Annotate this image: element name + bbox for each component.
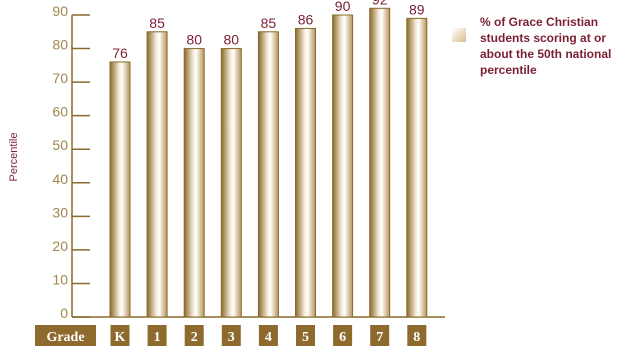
y-tick-label: 20	[52, 238, 68, 254]
bar	[220, 48, 242, 318]
bar	[406, 17, 428, 318]
x-tick-label: K	[115, 330, 126, 345]
data-label: 85	[149, 15, 165, 31]
x-tick-label: 8	[413, 330, 420, 345]
bar	[332, 14, 354, 318]
bar	[257, 31, 279, 318]
data-label: 80	[186, 32, 202, 48]
y-tick-label: 90	[52, 3, 68, 19]
x-tick-label: 3	[228, 330, 235, 345]
x-tick-label: 1	[154, 330, 161, 345]
category-box	[258, 325, 278, 346]
category-box	[184, 325, 204, 346]
y-tick-label: 80	[52, 37, 68, 53]
data-label: 86	[298, 11, 314, 27]
bar	[295, 27, 316, 318]
bar	[109, 61, 131, 318]
category-box	[296, 325, 315, 346]
x-tick-label: 5	[302, 330, 309, 345]
legend-text: % of Grace Christian students scoring at…	[480, 15, 612, 77]
data-label: 92	[372, 0, 388, 7]
bar	[146, 31, 168, 318]
data-label: 89	[409, 1, 425, 17]
data-label: 90	[335, 0, 351, 14]
data-label: 80	[224, 32, 240, 48]
x-axis-label: Grade	[46, 330, 84, 345]
legend-swatch	[452, 28, 466, 42]
legend: % of Grace Christian students scoring at…	[452, 14, 624, 78]
y-tick-label: 30	[52, 204, 68, 220]
y-tick-label: 0	[60, 305, 68, 321]
y-tick-label: 50	[52, 137, 68, 153]
x-tick-label: 4	[265, 330, 272, 345]
x-axis-title-box	[35, 325, 96, 346]
x-tick-label: 7	[376, 330, 383, 345]
category-box	[407, 325, 427, 346]
y-tick-label: 40	[52, 171, 68, 187]
y-tick-label: 10	[52, 271, 68, 287]
y-tick-label: 60	[52, 104, 68, 120]
y-axis-label: Percentile	[8, 133, 20, 182]
data-label: 76	[112, 45, 128, 61]
x-tick-label: 6	[339, 330, 346, 345]
x-tick-label: 2	[191, 330, 198, 345]
category-box	[333, 325, 353, 346]
category-box	[147, 325, 167, 346]
bar	[183, 48, 205, 318]
category-box	[110, 325, 130, 346]
bar	[369, 7, 391, 318]
category-box	[370, 325, 390, 346]
data-label: 85	[261, 15, 277, 31]
y-tick-label: 70	[52, 70, 68, 86]
category-box	[221, 325, 241, 346]
